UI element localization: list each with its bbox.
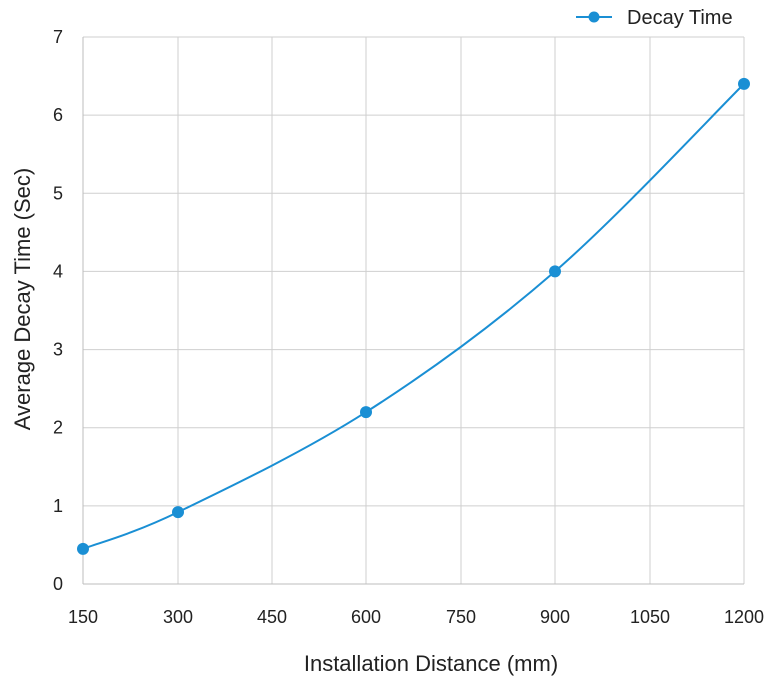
y-tick-label: 3 xyxy=(53,340,63,360)
x-tick-label: 450 xyxy=(257,607,287,627)
data-point xyxy=(77,542,89,555)
x-tick-label: 750 xyxy=(446,607,476,627)
grid-lines xyxy=(82,36,745,585)
y-tick-label: 5 xyxy=(53,183,63,203)
x-tick-label: 900 xyxy=(540,607,570,627)
x-tick-label: 600 xyxy=(351,607,381,627)
x-tick-label: 150 xyxy=(68,607,98,627)
x-tick-labels: 150 300 450 600 750 900 1050 1200 xyxy=(68,607,764,627)
x-axis-title: Installation Distance (mm) xyxy=(304,651,558,676)
legend-marker xyxy=(588,11,600,23)
series-line xyxy=(82,83,745,550)
y-tick-label: 0 xyxy=(53,574,63,594)
y-tick-label: 7 xyxy=(53,27,63,47)
x-tick-label: 1050 xyxy=(630,607,670,627)
legend-label: Decay Time xyxy=(627,7,733,29)
data-point xyxy=(360,406,372,419)
axes xyxy=(82,37,744,585)
x-tick-label: 1200 xyxy=(724,607,764,627)
y-axis-title: Average Decay Time (Sec) xyxy=(10,168,35,430)
y-tick-label: 6 xyxy=(53,105,63,125)
data-point xyxy=(738,77,750,90)
y-tick-label: 2 xyxy=(53,418,63,438)
data-point xyxy=(549,265,561,278)
x-tick-label: 300 xyxy=(163,607,193,627)
y-tick-labels: 0 1 2 3 4 5 6 7 xyxy=(53,27,63,594)
series-group xyxy=(77,77,750,555)
legend: Decay Time xyxy=(576,7,733,29)
data-point xyxy=(172,506,184,519)
y-tick-label: 1 xyxy=(53,496,63,516)
y-tick-label: 4 xyxy=(53,261,63,281)
